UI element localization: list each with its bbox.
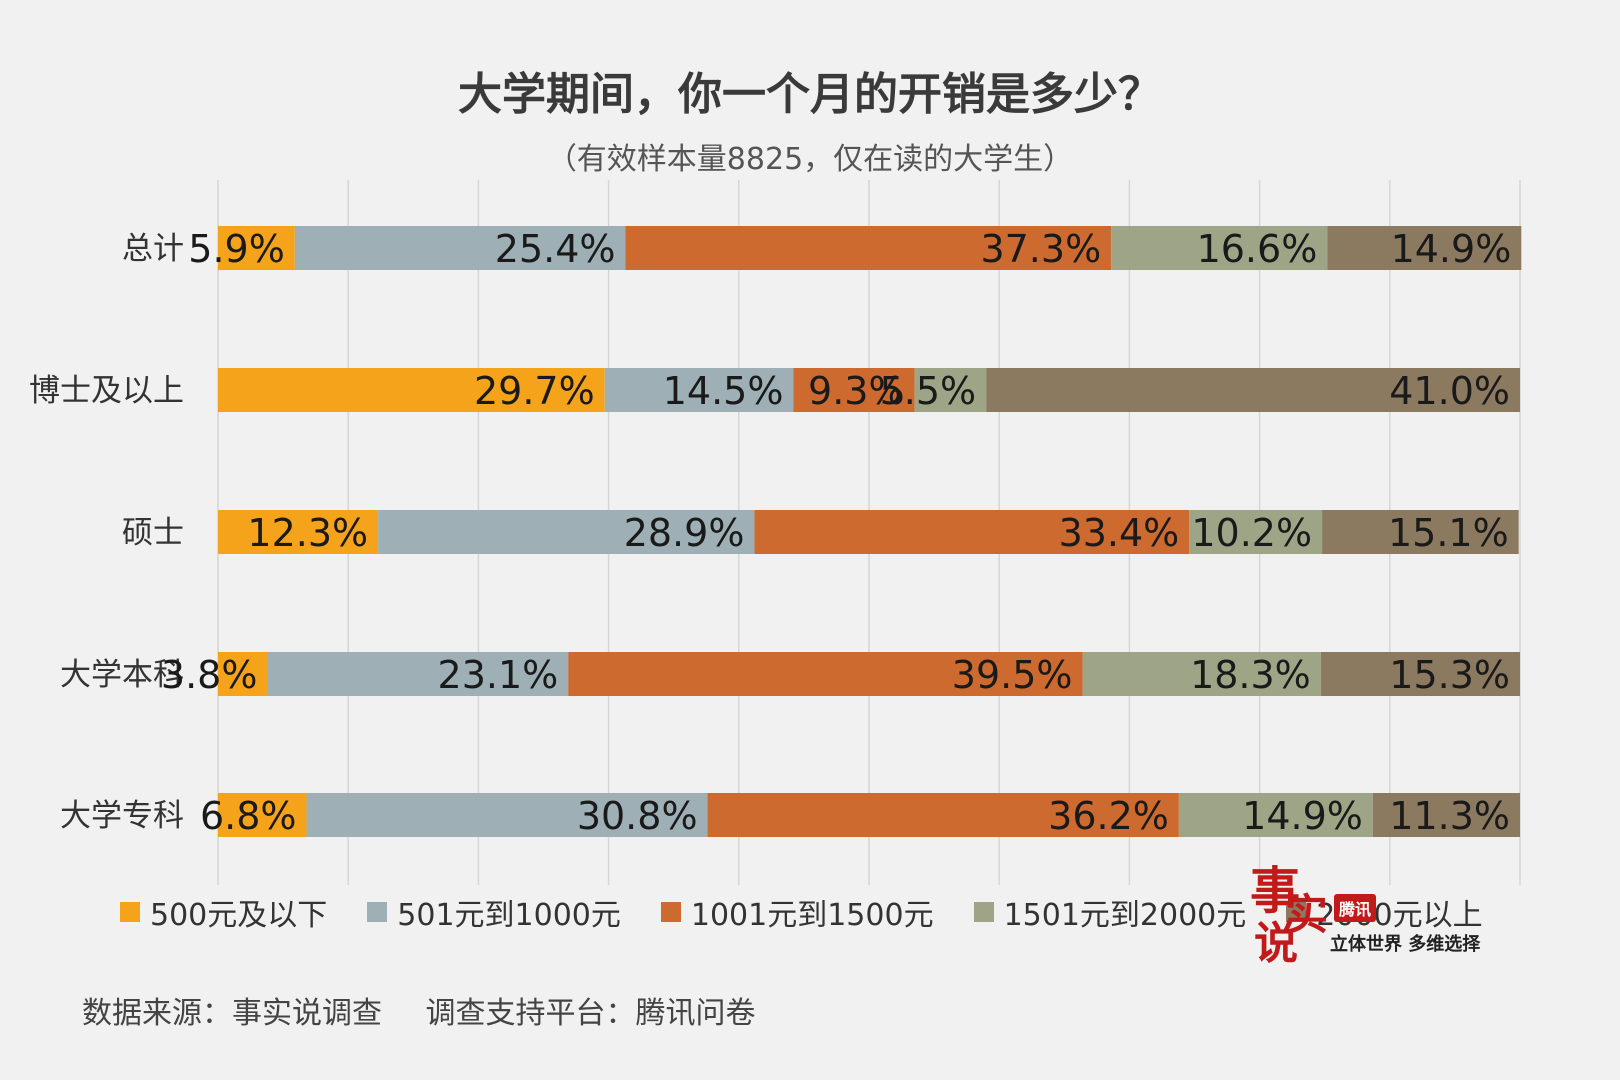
logo-char-1: 事: [1250, 861, 1300, 920]
chart-legend: 500元及以下 501元到1000元 1001元到1500元 1501元到2000元 2…: [120, 890, 1523, 934]
bar-segment: [1111, 226, 1328, 270]
legend-item: 1501元到2000元: [973, 890, 1247, 934]
data-label: 23.1%: [438, 653, 559, 697]
data-label: 10.2%: [1191, 511, 1312, 555]
data-label: 28.9%: [624, 511, 745, 555]
logo-slogan: 立体世界 多维选择: [1330, 934, 1481, 955]
data-label: 11.3%: [1389, 794, 1510, 838]
category-label: 大学本科: [60, 657, 184, 693]
data-label: 37.3%: [980, 227, 1101, 271]
bar-segment: [218, 510, 379, 554]
legend-label: 501元到1000元: [397, 898, 621, 933]
data-label: 25.4%: [495, 227, 616, 271]
data-label: 36.2%: [1048, 794, 1169, 838]
chart-title: 大学期间，你一个月的开销是多少？: [458, 69, 1162, 120]
legend-swatch: [973, 902, 994, 922]
data-label: 30.8%: [577, 794, 698, 838]
legend-swatch: [367, 902, 388, 922]
bar-segment: [218, 368, 605, 412]
data-label: 39.5%: [952, 653, 1073, 697]
bar-segment: [914, 368, 987, 412]
data-label: 3.8%: [161, 653, 258, 697]
bar-segment: [218, 793, 307, 837]
legend-label: 1001元到1500元: [690, 898, 934, 933]
bar-segment: [1189, 510, 1323, 554]
bar-segment: [294, 226, 626, 270]
data-label: 18.3%: [1190, 653, 1311, 697]
data-label: 14.5%: [663, 369, 784, 413]
bar-segment: [1178, 793, 1373, 837]
data-label: 6.8%: [200, 794, 297, 838]
bar-segment: [1327, 226, 1522, 270]
legend-item: 500元及以下: [120, 890, 327, 934]
data-label: 15.3%: [1389, 653, 1510, 697]
data-label: 41.0%: [1389, 369, 1510, 413]
logo-char-3: 说: [1254, 918, 1298, 969]
category-label: 硕士: [122, 515, 184, 551]
category-label: 大学专科: [60, 798, 184, 834]
legend-swatch: [1286, 902, 1307, 922]
data-label: 29.7%: [474, 369, 595, 413]
data-label: 14.9%: [1391, 227, 1512, 271]
data-label: 5.5%: [880, 369, 977, 413]
bar-segment: [625, 226, 1112, 270]
data-label: 5.9%: [188, 227, 285, 271]
bar-segment: [378, 510, 755, 554]
bar-segment: [218, 652, 268, 696]
legend-item: 501元到1000元: [367, 890, 621, 934]
bar-segment: [754, 510, 1190, 554]
bar-segment: [793, 368, 915, 412]
footer-source: 数据来源：事实说调查 调查支持平台：腾讯问卷: [82, 988, 756, 1032]
data-label: 9.3%: [808, 369, 905, 413]
legend-item: 1001元到1500元: [660, 890, 934, 934]
data-label: 33.4%: [1059, 511, 1180, 555]
data-label: 12.3%: [247, 511, 368, 555]
data-label: 14.9%: [1242, 794, 1363, 838]
logo-char-2: 实: [1286, 890, 1329, 939]
legend-label: 1501元到2000元: [1003, 898, 1247, 933]
bar-segment: [218, 226, 295, 270]
data-label: 16.6%: [1197, 227, 1318, 271]
bar-segment: [1372, 793, 1520, 837]
bar-segment: [568, 652, 1083, 696]
legend-swatch: [120, 902, 140, 922]
data-source-text: 数据来源：事实说调查: [82, 996, 382, 1031]
bar-segment: [1082, 652, 1321, 696]
platform-text: 调查支持平台：腾讯问卷: [425, 996, 756, 1031]
bar-segment: [707, 793, 1179, 837]
legend-swatch: [660, 902, 681, 922]
chart-subtitle: （有效样本量8825，仅在读的大学生）: [546, 142, 1074, 177]
category-label: 博士及以上: [29, 373, 184, 409]
bar-segment: [986, 368, 1520, 412]
bar-segment: [1320, 652, 1520, 696]
bar-segment: [267, 652, 569, 696]
brand-logo: 事 实 说 腾讯 立体世界 多维选择: [1250, 866, 1510, 986]
data-label: 15.1%: [1388, 511, 1509, 555]
category-label: 总计: [122, 231, 184, 267]
bar-segment: [1322, 510, 1519, 554]
legend-label: 500元及以下: [150, 898, 328, 933]
bar-segment: [604, 368, 794, 412]
bar-segment: [306, 793, 708, 837]
logo-badge: 腾讯: [1334, 894, 1377, 922]
